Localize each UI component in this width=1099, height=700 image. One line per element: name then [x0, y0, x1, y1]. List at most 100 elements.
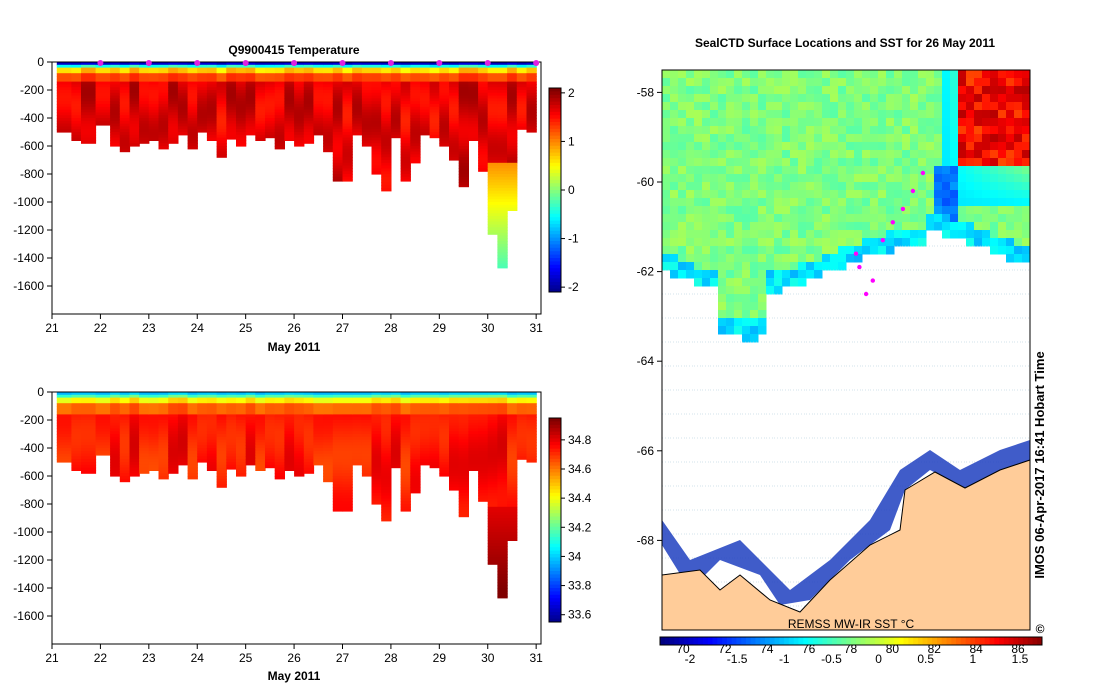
sst-cell	[766, 230, 775, 239]
depth-cell	[439, 414, 450, 418]
sst-cell	[702, 150, 711, 159]
depth-cell	[381, 504, 392, 508]
sst-cell	[782, 206, 791, 215]
depth-cell	[119, 411, 131, 415]
sst-cell	[726, 310, 735, 319]
depth-cell	[294, 137, 305, 141]
depth-cell	[284, 420, 295, 424]
depth-cell	[177, 425, 189, 429]
salinity-y-ticks: 0-200-400-600-800-1000-1200-1400-1600	[13, 385, 52, 623]
depth-cell	[371, 487, 382, 491]
depth-cell	[129, 392, 140, 396]
depth-cell	[458, 470, 469, 474]
sst-cell	[702, 134, 711, 143]
sst-cell	[982, 222, 991, 231]
depth-cell	[439, 439, 450, 443]
depth-cell	[56, 101, 72, 105]
sst-cell	[678, 158, 687, 167]
depth-cell	[110, 76, 121, 80]
depth-cell	[236, 467, 247, 471]
sst-cell	[1014, 150, 1023, 159]
colorbar-swatch	[549, 540, 561, 545]
sst-cell	[670, 118, 679, 127]
depth-cell	[216, 90, 227, 94]
depth-cell	[497, 434, 508, 438]
depth-cell	[400, 70, 411, 74]
depth-cell	[439, 445, 450, 449]
depth-cell	[158, 442, 169, 446]
sst-cell	[910, 230, 919, 239]
depth-cell	[458, 434, 469, 438]
depth-cell	[342, 431, 353, 435]
depth-cell	[497, 551, 508, 555]
depth-cell	[216, 137, 227, 141]
depth-cell	[168, 123, 179, 127]
sst-cell	[886, 86, 895, 95]
depth-cell	[497, 537, 508, 541]
depth-cell	[497, 244, 508, 248]
depth-cell	[323, 98, 334, 102]
sst-cell	[846, 206, 855, 215]
sst-cell	[694, 86, 703, 95]
depth-cell	[71, 431, 82, 435]
depth-cell	[429, 95, 440, 99]
depth-cell	[487, 422, 498, 427]
sst-cell	[742, 150, 751, 159]
depth-cell	[197, 98, 208, 102]
depth-cell	[390, 403, 402, 407]
depth-cell	[487, 70, 498, 74]
depth-cell	[187, 462, 198, 466]
depth-cell	[352, 392, 363, 396]
depth-cell	[381, 78, 392, 83]
depth-cell	[332, 101, 344, 105]
depth-cell	[381, 151, 392, 155]
depth-cell	[119, 467, 131, 471]
sst-cell	[1014, 102, 1023, 111]
depth-cell	[371, 123, 382, 127]
sst-cell	[662, 182, 671, 191]
depth-cell	[274, 104, 285, 108]
depth-cell	[226, 400, 237, 404]
depth-cell	[497, 406, 508, 410]
depth-cell	[458, 476, 469, 480]
depth-cell	[313, 101, 324, 105]
depth-cell	[507, 445, 518, 449]
depth-cell	[526, 411, 537, 415]
depth-cell	[71, 450, 82, 455]
depth-cell	[139, 422, 150, 427]
depth-cell	[342, 456, 353, 460]
depth-cell	[449, 422, 460, 427]
depth-cell	[284, 64, 295, 69]
depth-cell	[361, 87, 373, 91]
colorbar-swatch	[549, 271, 561, 276]
depth-cell	[226, 109, 237, 113]
depth-cell	[352, 442, 363, 446]
depth-cell	[216, 140, 227, 144]
depth-cell	[371, 411, 382, 415]
sst-cell	[902, 150, 911, 159]
profile-column	[139, 392, 150, 474]
sst-cell	[838, 158, 847, 167]
colorbar-swatch	[549, 547, 561, 552]
sst-cell	[1014, 246, 1023, 255]
depth-cell	[371, 104, 382, 108]
depth-cell	[236, 464, 247, 469]
profile-column	[332, 62, 344, 182]
depth-cell	[449, 81, 460, 85]
sst-cell	[798, 118, 807, 127]
sst-cell	[998, 174, 1007, 183]
depth-cell	[71, 81, 82, 85]
depth-cell	[507, 118, 518, 122]
depth-cell	[274, 87, 285, 91]
profile-column	[216, 392, 227, 488]
depth-cell	[226, 414, 237, 418]
depth-cell	[110, 81, 121, 85]
depth-cell	[216, 64, 227, 69]
depth-cell	[449, 484, 460, 488]
depth-cell	[478, 109, 489, 113]
sst-cell	[694, 70, 703, 79]
depth-cell	[110, 118, 121, 122]
depth-cell	[381, 445, 392, 449]
sst-cell	[990, 150, 999, 159]
depth-cell	[265, 408, 276, 413]
